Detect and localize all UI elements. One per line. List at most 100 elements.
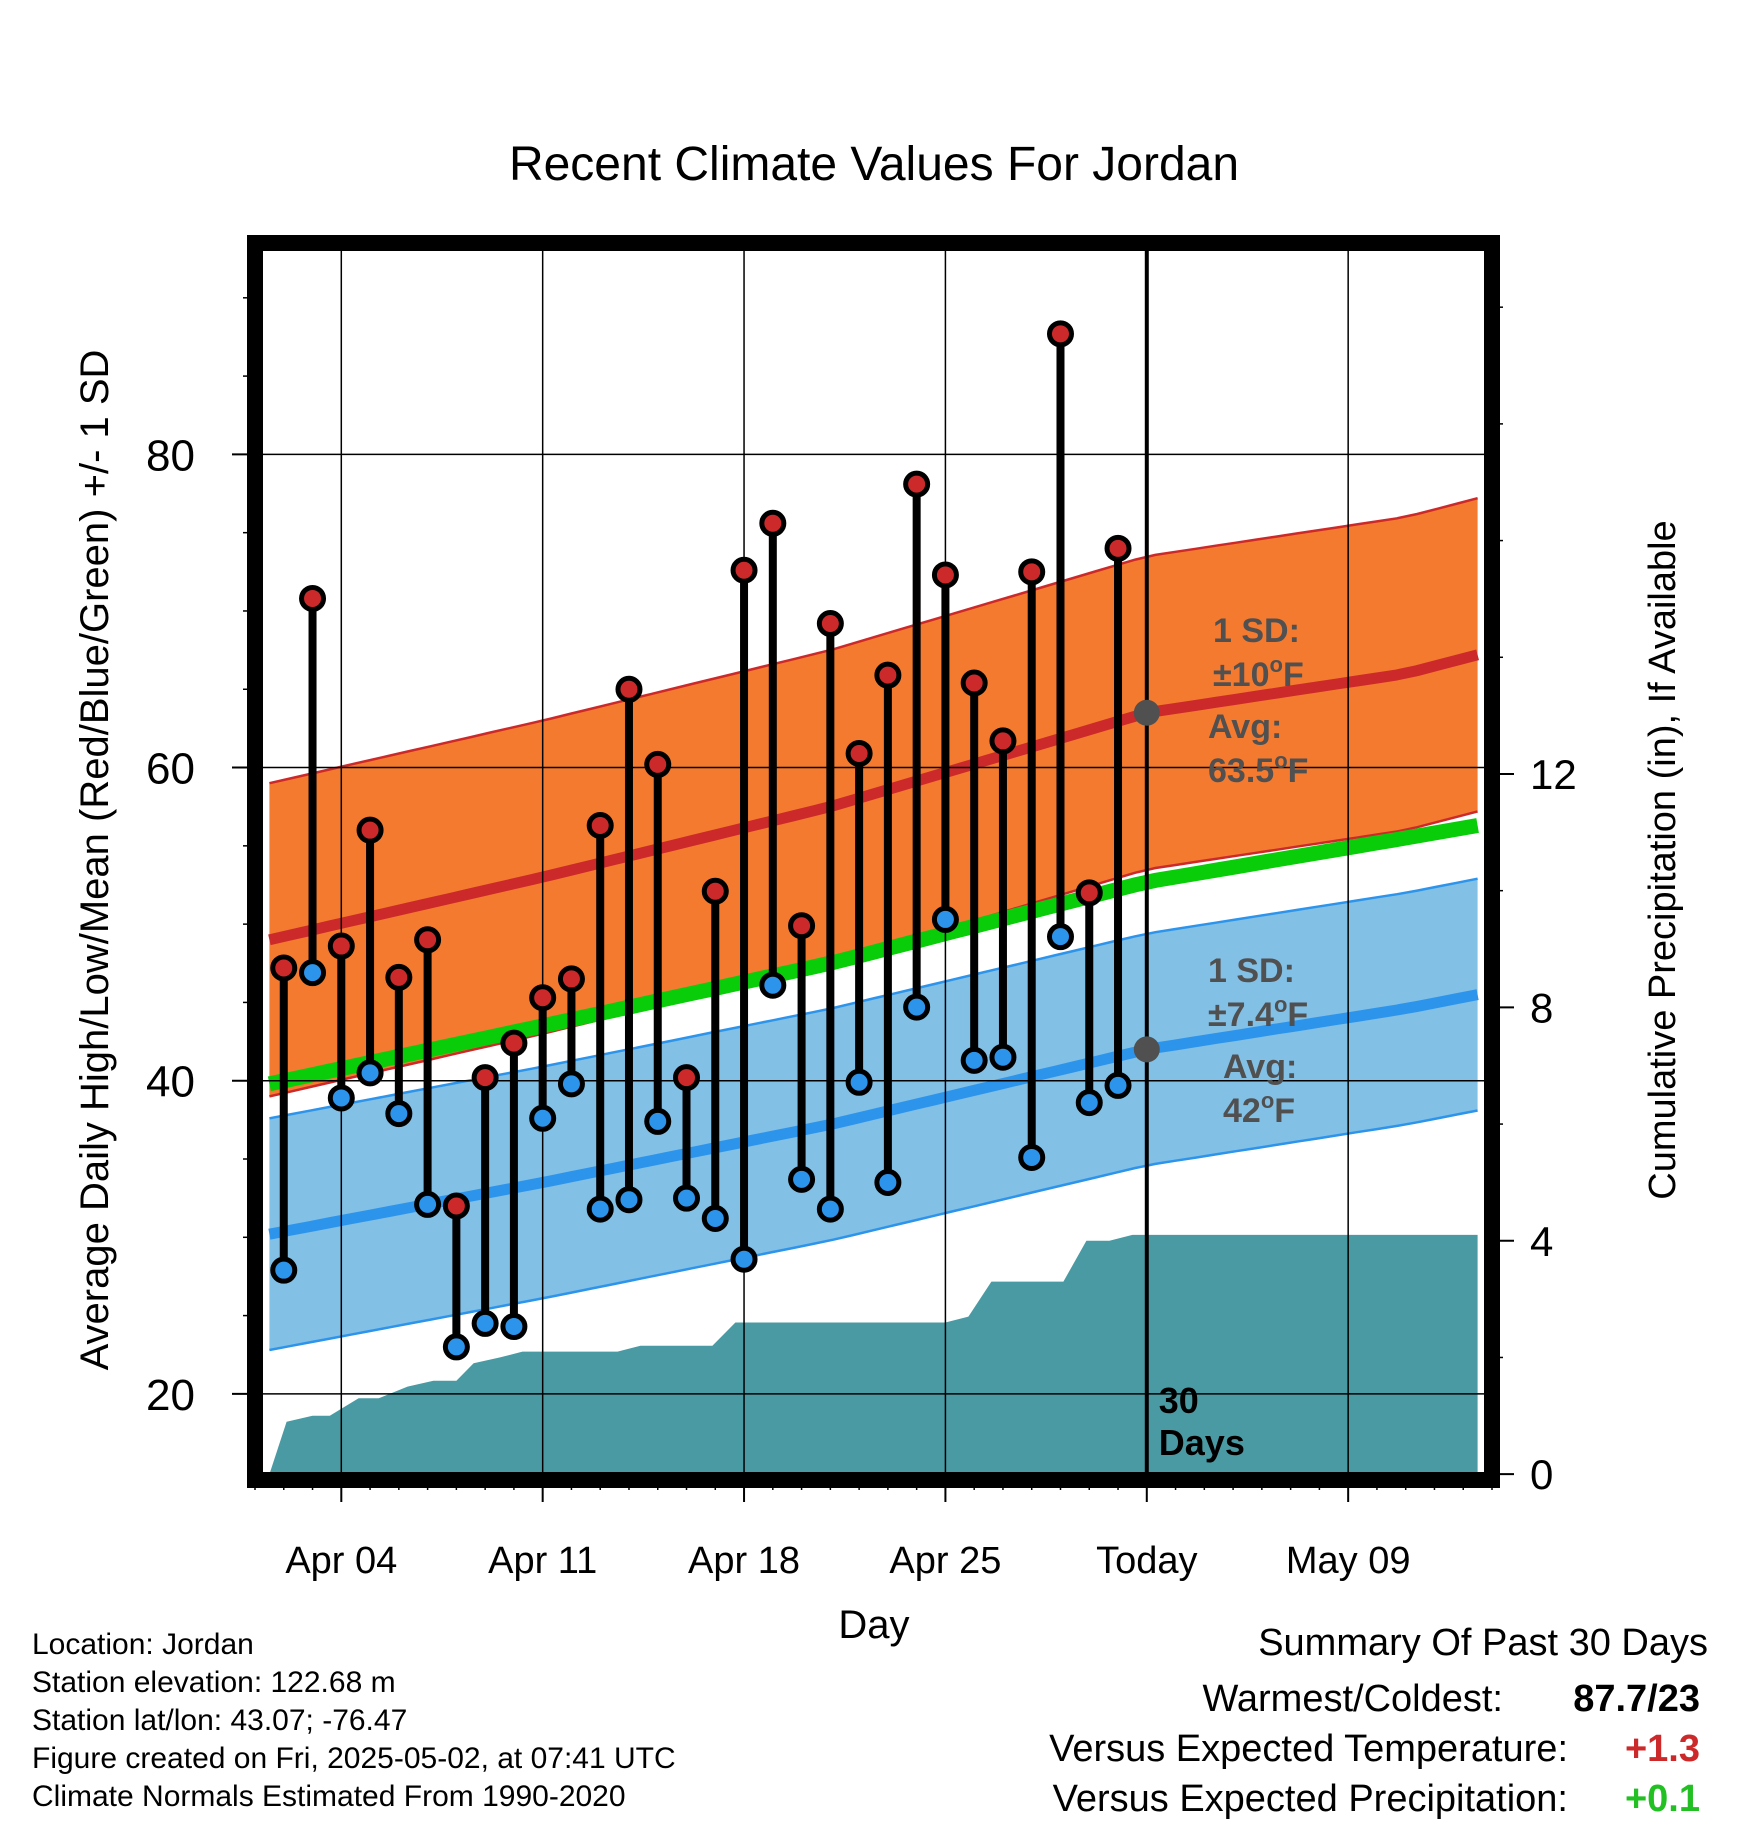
daily-high-point (1046, 320, 1074, 348)
daily-high-point (644, 750, 672, 778)
low-normal-line (268, 989, 1479, 1240)
daily-low-point (529, 1104, 557, 1132)
daily-low-point (500, 1313, 528, 1341)
daily-low-point (673, 1184, 701, 1212)
daily-low-point (903, 993, 931, 1021)
daily-low-point (299, 959, 327, 987)
high-avg-annotation-value: 63.5oF (1208, 748, 1308, 790)
y-tick-label: 80 (146, 431, 195, 480)
y-tick-label: 60 (146, 745, 195, 794)
daily-low-point (788, 1165, 816, 1193)
daily-low-point (586, 1195, 614, 1223)
daily-low-point (385, 1100, 413, 1128)
y-tick-label: 40 (146, 1058, 195, 1107)
x-axis-label: Day (838, 1603, 909, 1647)
daily-high-point (615, 675, 643, 703)
station-info-line: Station elevation: 122.68 m (32, 1666, 396, 1699)
daily-high-point (471, 1064, 499, 1092)
daily-low-point (270, 1256, 298, 1284)
high-avg-annotation-title: Avg: (1208, 708, 1282, 746)
x-tick-label: Apr 25 (889, 1540, 1001, 1582)
daily-low-point (816, 1195, 844, 1223)
daily-low-point (989, 1043, 1017, 1071)
daily-high-point (701, 877, 729, 905)
daily-low-point (874, 1168, 902, 1196)
daily-low-point (471, 1309, 499, 1337)
y2-tick-label: 0 (1530, 1451, 1553, 1498)
daily-high-point (327, 932, 355, 960)
daily-low-point (414, 1190, 442, 1218)
daily-low-point (356, 1059, 384, 1087)
station-info-line: Location: Jordan (32, 1628, 254, 1661)
daily-high-point (1075, 879, 1103, 907)
y-tick-label: 20 (146, 1371, 195, 1420)
x-tick-label: May 09 (1286, 1540, 1411, 1582)
y2-tick-label: 8 (1530, 984, 1553, 1031)
low-sd-lower-edge (269, 1109, 1478, 1352)
high-sd-annotation-title: 1 SD: (1213, 612, 1300, 650)
daily-high-point (356, 816, 384, 844)
daily-low-point (442, 1333, 470, 1361)
daily-low-point (1075, 1089, 1103, 1117)
today-days-label: Days (1159, 1422, 1245, 1463)
daily-high-point (816, 609, 844, 637)
daily-high-point (557, 965, 585, 993)
summary-title: Summary Of Past 30 Days (1258, 1622, 1708, 1664)
low-average-marker (1133, 1036, 1160, 1063)
daily-low-point (960, 1046, 988, 1074)
precipitation-area (269, 1234, 1478, 1475)
daily-high-point (1018, 558, 1046, 586)
daily-high-point (960, 669, 988, 697)
daily-high-point (874, 661, 902, 689)
x-tick-label: Apr 04 (285, 1540, 397, 1582)
plot-frame (247, 235, 1500, 1488)
daily-low-point (845, 1068, 873, 1096)
daily-low-point (615, 1186, 643, 1214)
daily-low-point (1018, 1143, 1046, 1171)
daily-high-point (500, 1029, 528, 1057)
daily-high-point (759, 509, 787, 537)
daily-low-point (1046, 923, 1074, 951)
summary-row-label: Versus Expected Temperature: (1049, 1728, 1568, 1770)
high-normal-line (268, 649, 1480, 946)
daily-low-point (1104, 1071, 1132, 1099)
x-tick-label: Apr 11 (488, 1540, 597, 1582)
summary-row-value: +1.3 (1624, 1728, 1700, 1770)
daily-high-point (730, 556, 758, 584)
low-sd-annotation-title: 1 SD: (1208, 952, 1295, 990)
y-axis-label: Average Daily High/Low/Mean (Red/Blue/Gr… (73, 350, 117, 1371)
daily-low-point (759, 971, 787, 999)
summary-row-label: Warmest/Coldest: (1202, 1678, 1503, 1720)
summary-row-value: +0.1 (1624, 1778, 1700, 1820)
x-tick-label: Today (1096, 1540, 1197, 1582)
summary-row-value: 87.7/23 (1573, 1678, 1700, 1720)
daily-high-point (673, 1064, 701, 1092)
high-sd-upper-edge (269, 496, 1478, 785)
low-avg-annotation-title: Avg: (1223, 1048, 1297, 1086)
daily-high-point (989, 727, 1017, 755)
daily-high-point (385, 963, 413, 991)
high-average-marker (1133, 699, 1160, 726)
daily-low-point (327, 1084, 355, 1112)
low-avg-annotation-value: 42oF (1223, 1088, 1295, 1130)
y2-axis-label: Cumulative Precipitation (in), If Availa… (1642, 520, 1684, 1199)
low-sd-annotation-value: ±7.4oF (1208, 992, 1308, 1034)
y2-tick-label: 4 (1530, 1218, 1553, 1265)
daily-low-point (931, 905, 959, 933)
daily-low-point (701, 1205, 729, 1233)
daily-high-point (931, 561, 959, 589)
high-sd-annotation-value: ±10oF (1213, 652, 1304, 694)
chart-title: Recent Climate Values For Jordan (509, 138, 1239, 191)
daily-high-point (414, 926, 442, 954)
daily-high-point (442, 1192, 470, 1220)
daily-low-point (557, 1070, 585, 1098)
daily-low-point (644, 1107, 672, 1135)
daily-high-point (586, 811, 614, 839)
daily-low-point (730, 1245, 758, 1273)
today-days-number: 30 (1159, 1380, 1199, 1421)
station-info-line: Station lat/lon: 43.07; -76.47 (32, 1704, 408, 1737)
daily-high-point (788, 912, 816, 940)
daily-high-point (270, 954, 298, 982)
